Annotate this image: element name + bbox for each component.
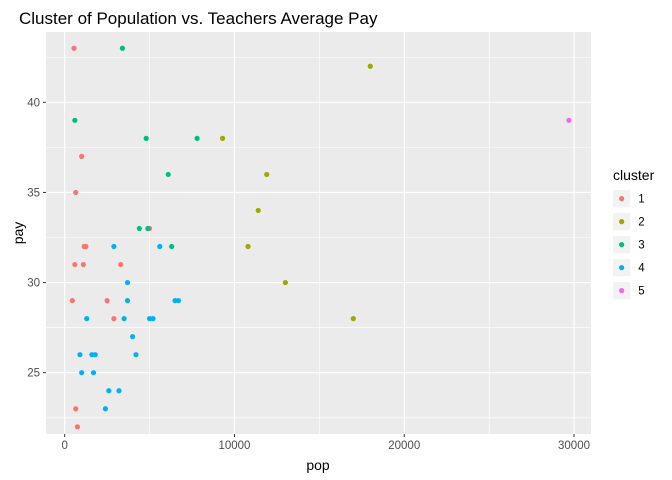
data-point-cluster-5 xyxy=(566,117,572,123)
legend-label: 1 xyxy=(638,194,644,206)
grid-major xyxy=(46,32,591,434)
data-point-cluster-1 xyxy=(111,316,117,322)
x-tick-label: 10000 xyxy=(218,440,250,452)
data-point-cluster-4 xyxy=(124,298,131,304)
data-point-cluster-2 xyxy=(255,207,261,214)
data-point-cluster-1 xyxy=(80,261,86,268)
data-point-cluster-1 xyxy=(73,189,79,196)
data-point-cluster-1 xyxy=(71,45,77,51)
data-point-cluster-1 xyxy=(104,298,110,304)
y-tick-label: 30 xyxy=(27,278,40,290)
data-point-cluster-4 xyxy=(116,388,122,394)
data-point-cluster-4 xyxy=(150,316,156,322)
data-point-cluster-1 xyxy=(73,406,79,412)
data-point-cluster-4 xyxy=(79,370,85,376)
data-point-cluster-4 xyxy=(102,406,109,412)
y-tick-label: 35 xyxy=(27,187,40,199)
y-tick-label: 25 xyxy=(27,368,40,380)
legend-label: 5 xyxy=(638,286,644,298)
data-point-cluster-4 xyxy=(84,316,90,322)
data-point-cluster-4 xyxy=(124,279,131,286)
data-point-cluster-4 xyxy=(133,352,139,358)
data-point-cluster-3 xyxy=(145,225,151,232)
x-tick-label: 30000 xyxy=(558,440,590,452)
data-points xyxy=(69,45,572,430)
data-point-cluster-2 xyxy=(350,316,356,322)
data-point-cluster-4 xyxy=(77,352,83,358)
data-point-cluster-3 xyxy=(119,45,126,51)
legend-label: 2 xyxy=(638,217,644,229)
data-point-cluster-1 xyxy=(72,261,78,268)
data-point-cluster-4 xyxy=(121,316,127,322)
data-point-cluster-1 xyxy=(74,424,81,430)
y-tick-label: 40 xyxy=(27,97,40,109)
chart-title: Cluster of Population vs. Teachers Avera… xyxy=(19,9,378,28)
data-point-cluster-2 xyxy=(219,135,226,141)
legend-marker-cluster-2 xyxy=(619,219,625,225)
data-point-cluster-1 xyxy=(118,261,124,268)
data-point-cluster-4 xyxy=(92,352,98,358)
grid-minor xyxy=(46,32,591,434)
legend: cluster 1 2 3 4 5 xyxy=(613,167,655,300)
legend-title: cluster xyxy=(613,167,655,183)
legend-marker-cluster-3 xyxy=(619,242,625,248)
data-point-cluster-4 xyxy=(157,243,163,250)
data-point-cluster-3 xyxy=(194,135,200,141)
y-axis-title: pay xyxy=(10,222,26,245)
y-axis: 25 30 35 40 xyxy=(27,97,46,380)
data-point-cluster-2 xyxy=(367,63,373,69)
data-point-cluster-3 xyxy=(72,117,78,123)
plot-panel xyxy=(46,32,591,434)
data-point-cluster-1 xyxy=(79,153,85,159)
data-point-cluster-3 xyxy=(169,243,175,250)
legend-marker-cluster-4 xyxy=(619,265,625,271)
x-axis-title: pop xyxy=(306,457,330,473)
data-point-cluster-4 xyxy=(106,388,112,394)
data-point-cluster-1 xyxy=(69,298,75,304)
legend-marker-cluster-1 xyxy=(619,196,625,202)
legend-label: 4 xyxy=(638,263,645,275)
data-point-cluster-3 xyxy=(136,225,142,232)
data-point-cluster-4 xyxy=(90,370,97,376)
legend-label: 3 xyxy=(638,240,644,252)
data-point-cluster-2 xyxy=(282,279,288,286)
data-point-cluster-3 xyxy=(143,135,149,141)
x-axis: 0 10000 20000 30000 xyxy=(61,434,590,452)
legend-marker-cluster-5 xyxy=(619,288,625,294)
data-point-cluster-2 xyxy=(245,243,251,250)
data-point-cluster-4 xyxy=(129,334,136,340)
x-tick-label: 20000 xyxy=(388,440,420,452)
data-point-cluster-4 xyxy=(175,298,182,304)
data-point-cluster-3 xyxy=(165,171,171,178)
data-point-cluster-1 xyxy=(83,243,89,250)
data-point-cluster-4 xyxy=(111,243,117,250)
x-tick-label: 0 xyxy=(61,440,67,452)
data-point-cluster-2 xyxy=(264,171,270,178)
